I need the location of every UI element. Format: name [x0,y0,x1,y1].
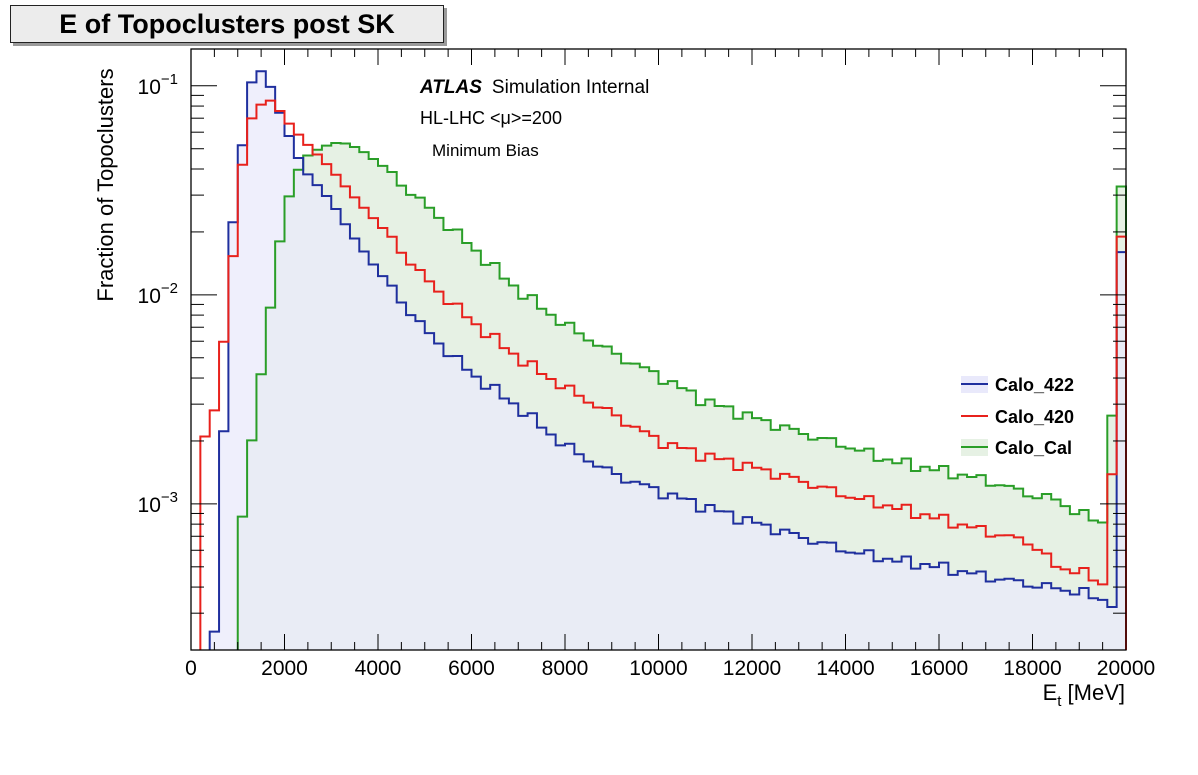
line-calo-422 [208,70,1127,650]
legend: Calo_422 Calo_420 Calo_Cal [961,375,1074,458]
y-tick-exponent: −2 [161,280,178,297]
y-axis-label: Fraction of Topoclusters [93,68,118,301]
series-lines [199,70,1127,650]
series-fills [209,71,1126,651]
y-tick-exponent: −1 [161,71,178,88]
line-calo-cal [236,142,1127,650]
axis-ticks [190,49,1127,651]
atlas-logo-text: ATLAS [419,77,482,98]
legend-label-calo-422: Calo_422 [995,375,1074,395]
fill-calo-422 [209,71,1126,651]
x-tick-labels: 0 2000 4000 6000 8000 10000 12000 14000 16000 180… [185,657,1155,680]
x-tick-label: 8000 [542,657,589,680]
x-axis-label: Et [MeV] [1043,680,1125,710]
x-tick-label: 4000 [355,657,402,680]
x-axis-label-sub: t [1057,693,1062,710]
line-calo-420 [199,99,1127,650]
annotation-conditions: HL-LHC <μ>=200 [420,108,562,128]
x-tick-label: 0 [185,657,197,680]
y-tick-exponent: −3 [161,489,178,506]
x-tick-label: 2000 [261,657,308,680]
y-tick-label: 10−2 [138,280,178,308]
y-tick-base: 10 [138,285,161,308]
annotation-sample: Minimum Bias [432,141,539,160]
atlas-status-text: Simulation Internal [492,77,649,98]
legend-label-calo-cal: Calo_Cal [995,438,1072,458]
y-tick-base: 10 [138,494,161,517]
y-tick-label: 10−3 [138,489,178,517]
y-tick-label: 10−1 [138,71,178,99]
x-axis-label-main: E [1043,680,1058,705]
x-tick-label: 14000 [816,657,874,680]
chart-title: E of Topoclusters post SK [10,5,444,43]
legend-label-calo-420: Calo_420 [995,407,1074,427]
x-tick-label: 18000 [1003,657,1061,680]
x-tick-label: 10000 [629,657,687,680]
x-tick-label: 12000 [723,657,781,680]
x-tick-label: 6000 [448,657,495,680]
x-axis-label-unit: [MeV] [1061,680,1125,705]
atlas-label: ATLAS Simulation Internal [419,77,649,98]
y-tick-labels: 10−110−210−3 [138,71,178,517]
x-tick-label: 20000 [1097,657,1155,680]
x-tick-label: 16000 [910,657,968,680]
y-tick-base: 10 [138,76,161,99]
